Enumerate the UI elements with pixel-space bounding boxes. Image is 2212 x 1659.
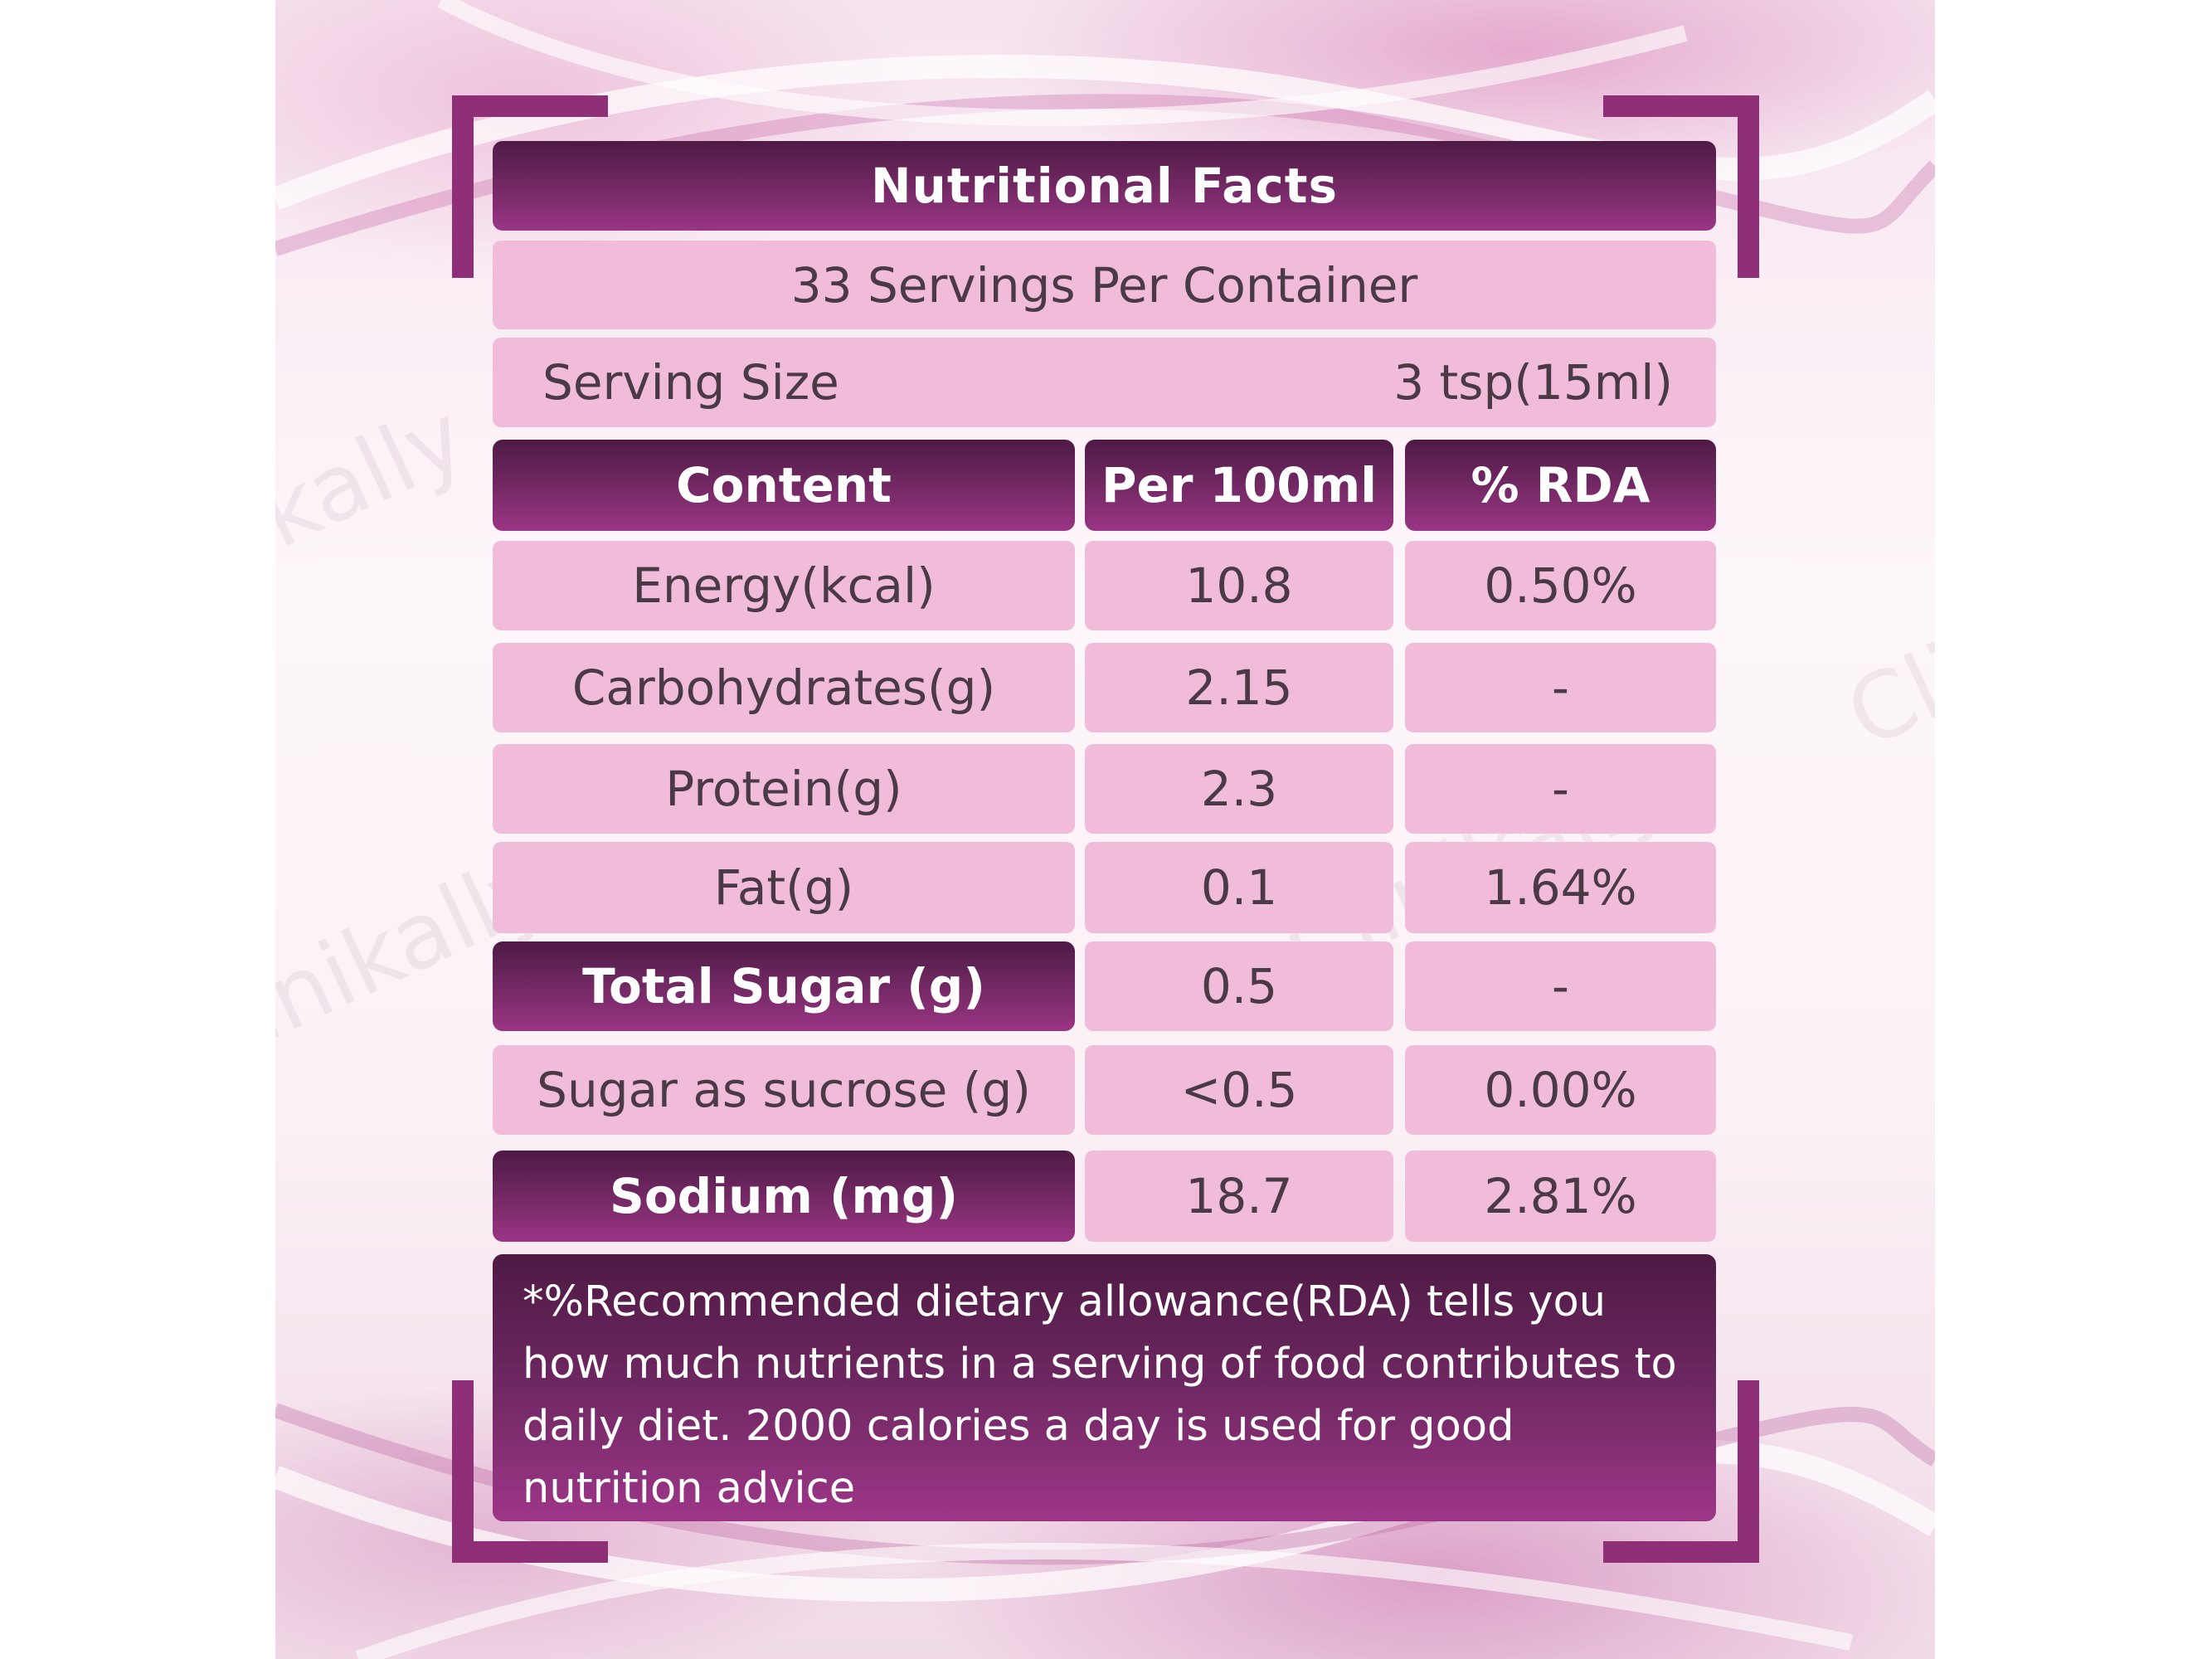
row-per100-cell: 18.7 <box>1085 1151 1393 1242</box>
corner-bracket-top-left <box>452 95 608 117</box>
corner-bracket-bottom-right <box>1603 1541 1759 1563</box>
column-header-content: Content <box>493 440 1075 531</box>
watermark-text: Clinikally <box>275 382 481 653</box>
serving-size-value: 3 tsp(15ml) <box>1393 354 1673 411</box>
row-content-cell: Sugar as sucrose (g) <box>493 1045 1075 1135</box>
servings-per-container: 33 Servings Per Container <box>493 241 1716 329</box>
watermark-text: Clinikally <box>1831 499 1935 769</box>
row-per100-cell: 10.8 <box>1085 541 1393 630</box>
rda-footnote: *%Recommended dietary allowance(RDA) tel… <box>493 1254 1716 1521</box>
column-header-per100: Per 100ml <box>1085 440 1393 531</box>
row-rda-cell: 0.00% <box>1405 1045 1716 1135</box>
row-content-cell-highlight: Total Sugar (g) <box>493 941 1075 1031</box>
row-content-cell: Protein(g) <box>493 744 1075 834</box>
row-per100-cell: 0.5 <box>1085 941 1393 1031</box>
column-header-rda: % RDA <box>1405 440 1716 531</box>
row-rda-cell: - <box>1405 643 1716 732</box>
row-rda-cell: 0.50% <box>1405 541 1716 630</box>
serving-size-label: Serving Size <box>542 354 839 411</box>
corner-bracket-top-right <box>1603 95 1759 117</box>
row-per100-cell: <0.5 <box>1085 1045 1393 1135</box>
row-per100-cell: 0.1 <box>1085 842 1393 933</box>
corner-bracket-bottom-left <box>452 1380 474 1563</box>
serving-size-row: Serving Size 3 tsp(15ml) <box>493 338 1716 427</box>
row-content-cell: Carbohydrates(g) <box>493 643 1075 732</box>
row-content-cell-highlight: Sodium (mg) <box>493 1151 1075 1242</box>
row-rda-cell: 1.64% <box>1405 842 1716 933</box>
title-bar: Nutritional Facts <box>493 141 1716 231</box>
row-content-cell: Energy(kcal) <box>493 541 1075 630</box>
corner-bracket-bottom-left <box>452 1541 608 1563</box>
row-rda-cell: 2.81% <box>1405 1151 1716 1242</box>
corner-bracket-top-left <box>452 95 474 278</box>
row-content-cell: Fat(g) <box>493 842 1075 933</box>
row-per100-cell: 2.15 <box>1085 643 1393 732</box>
row-per100-cell: 2.3 <box>1085 744 1393 834</box>
row-rda-cell: - <box>1405 941 1716 1031</box>
corner-bracket-bottom-right <box>1738 1380 1759 1563</box>
corner-bracket-top-right <box>1738 95 1759 278</box>
row-rda-cell: - <box>1405 744 1716 834</box>
